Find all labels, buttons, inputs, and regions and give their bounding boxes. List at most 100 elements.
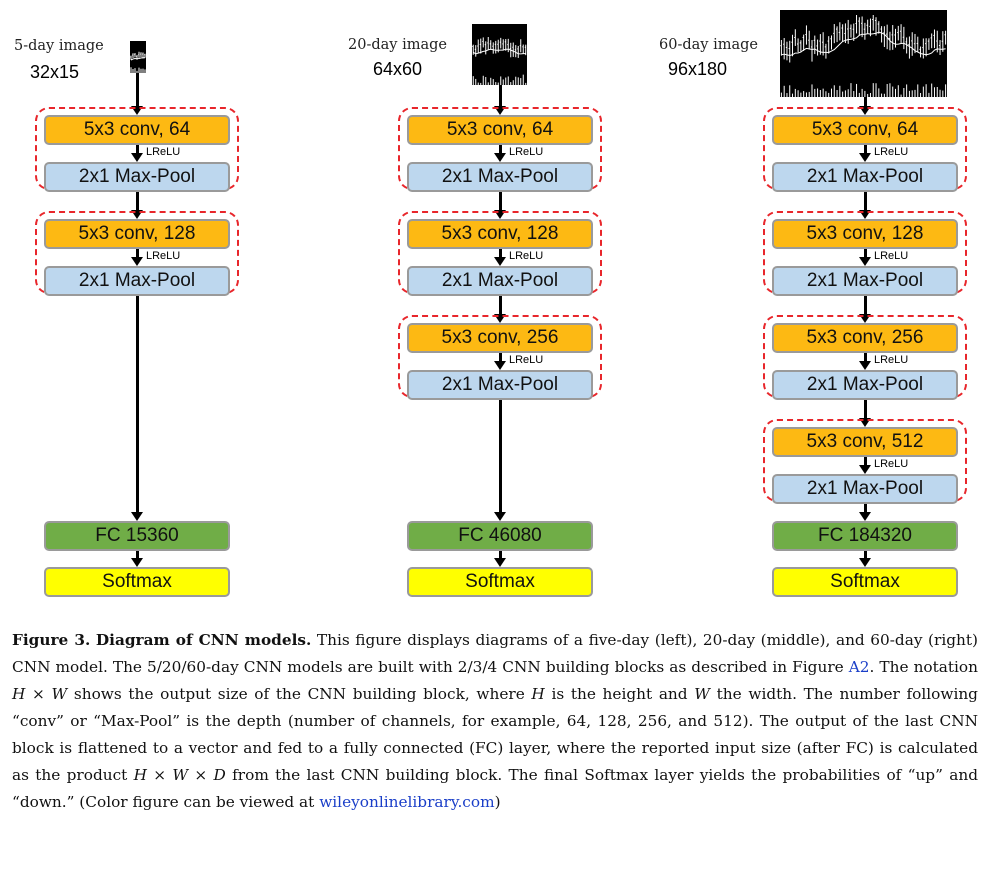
connector-line bbox=[498, 296, 502, 315]
cnn-diagram: 5-day image 32x15 5x3 conv, 64 LReLU 2x1 Max… bbox=[14, 10, 967, 597]
arrow-head bbox=[131, 153, 143, 162]
maxpool-layer: 2x1 Max-Pool bbox=[772, 266, 958, 296]
conv-layer: 5x3 conv, 64 bbox=[407, 115, 593, 145]
connector-line bbox=[498, 551, 502, 559]
arrow-head bbox=[131, 210, 143, 219]
arrow-head bbox=[859, 153, 871, 162]
fc-layer: FC 46080 bbox=[407, 521, 593, 551]
activation-label: LReLU bbox=[874, 146, 909, 158]
image-size: 32x15 bbox=[30, 62, 80, 82]
caption-text: This figure displays diagrams of a five-… bbox=[12, 631, 978, 676]
conv-layer: 5x3 conv, 256 bbox=[407, 323, 593, 353]
connector-line bbox=[135, 73, 139, 107]
price-image-thumbnail bbox=[780, 10, 947, 97]
connector-line bbox=[135, 192, 139, 211]
maxpool-layer: 2x1 Max-Pool bbox=[44, 266, 230, 296]
maxpool-layer: 2x1 Max-Pool bbox=[44, 162, 230, 192]
moving-average-line bbox=[781, 31, 946, 57]
figure-caption: Figure 3. Diagram of CNN models. This fi… bbox=[12, 627, 978, 816]
softmax-layer: Softmax bbox=[772, 567, 958, 597]
conv-layer: 5x3 conv, 128 bbox=[407, 219, 593, 249]
arrow-head bbox=[131, 558, 143, 567]
connector-line bbox=[498, 400, 502, 513]
fc-layer: FC 15360 bbox=[44, 521, 230, 551]
arrow-head bbox=[859, 257, 871, 266]
conv-layer: 5x3 conv, 512 bbox=[772, 427, 958, 457]
connector-line bbox=[498, 145, 502, 154]
activation-label: LReLU bbox=[509, 354, 544, 366]
price-image-thumbnail bbox=[472, 24, 527, 85]
maxpool-layer: 2x1 Max-Pool bbox=[407, 370, 593, 400]
caption-math: H × W × D bbox=[133, 766, 226, 784]
maxpool-layer: 2x1 Max-Pool bbox=[772, 474, 958, 504]
image-size: 96x180 bbox=[668, 59, 728, 79]
caption-title: Diagram of CNN models. bbox=[95, 631, 312, 649]
arrow-head bbox=[494, 314, 506, 323]
image-size: 64x60 bbox=[373, 59, 423, 79]
arrow-head bbox=[859, 361, 871, 370]
connector-line bbox=[498, 85, 502, 107]
caption-text: the width. The number following “conv” o… bbox=[12, 685, 978, 784]
wiley-online-library-link[interactable]: wileyonlinelibrary.com bbox=[319, 793, 495, 811]
softmax-layer: Softmax bbox=[44, 567, 230, 597]
arrow-head bbox=[859, 418, 871, 427]
conv-layer: 5x3 conv, 128 bbox=[44, 219, 230, 249]
activation-label: LReLU bbox=[509, 146, 544, 158]
activation-label: LReLU bbox=[509, 250, 544, 262]
image-label: 60-day image bbox=[659, 37, 758, 53]
arrow-head bbox=[494, 361, 506, 370]
connector-line bbox=[863, 145, 867, 154]
connector-line bbox=[863, 457, 867, 466]
arrow-head bbox=[494, 210, 506, 219]
softmax-layer: Softmax bbox=[407, 567, 593, 597]
caption-math: H bbox=[531, 685, 545, 703]
connector-line bbox=[863, 400, 867, 419]
arrow-head bbox=[859, 512, 871, 521]
maxpool-layer: 2x1 Max-Pool bbox=[407, 266, 593, 296]
connector-line bbox=[863, 192, 867, 211]
arrow-head bbox=[494, 257, 506, 266]
arrow-head bbox=[131, 106, 143, 115]
connector-line bbox=[863, 249, 867, 258]
maxpool-layer: 2x1 Max-Pool bbox=[407, 162, 593, 192]
figure-a2-link[interactable]: A2 bbox=[848, 658, 870, 676]
arrow-head bbox=[131, 512, 143, 521]
caption-label: Figure 3. bbox=[12, 631, 91, 649]
connector-line bbox=[498, 353, 502, 362]
fc-layer: FC 184320 bbox=[772, 521, 958, 551]
connector-line bbox=[863, 296, 867, 315]
maxpool-layer: 2x1 Max-Pool bbox=[772, 162, 958, 192]
moving-average-line bbox=[472, 48, 526, 55]
activation-label: LReLU bbox=[146, 146, 181, 158]
connector-line bbox=[863, 504, 867, 513]
caption-text: is the height and bbox=[551, 685, 688, 703]
activation-label: LReLU bbox=[146, 250, 181, 262]
conv-layer: 5x3 conv, 128 bbox=[772, 219, 958, 249]
arrow-head bbox=[859, 106, 871, 115]
arrow-head bbox=[494, 106, 506, 115]
activation-label: LReLU bbox=[874, 458, 909, 470]
connector-line bbox=[863, 551, 867, 559]
activation-label: LReLU bbox=[874, 354, 909, 366]
connector-line bbox=[135, 551, 139, 559]
caption-text: . The notation bbox=[869, 658, 978, 676]
caption-text: from the last CNN building block. The fi… bbox=[12, 766, 978, 811]
price-chart-svg bbox=[472, 36, 527, 85]
maxpool-layer: 2x1 Max-Pool bbox=[772, 370, 958, 400]
connector-line bbox=[135, 296, 139, 513]
image-label: 20-day image bbox=[348, 37, 447, 53]
caption-math: H × W bbox=[12, 685, 68, 703]
arrow-head bbox=[859, 210, 871, 219]
connector-line bbox=[498, 192, 502, 211]
conv-layer: 5x3 conv, 256 bbox=[772, 323, 958, 353]
activation-label: LReLU bbox=[874, 250, 909, 262]
arrow-head bbox=[494, 558, 506, 567]
connector-line bbox=[135, 249, 139, 258]
arrow-head bbox=[494, 153, 506, 162]
conv-layer: 5x3 conv, 64 bbox=[44, 115, 230, 145]
conv-layer: 5x3 conv, 64 bbox=[772, 115, 958, 145]
price-chart-svg bbox=[780, 15, 947, 97]
arrow-head bbox=[131, 257, 143, 266]
moving-average-line bbox=[130, 57, 145, 61]
arrow-head bbox=[494, 512, 506, 521]
